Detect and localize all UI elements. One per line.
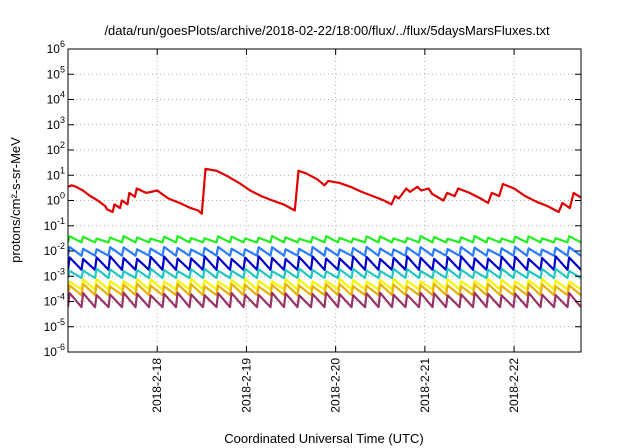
series-line-4 [68, 255, 581, 271]
series-line-2 [68, 234, 581, 244]
y-tick-label: 105 [47, 64, 65, 81]
y-tick-label: 104 [47, 90, 65, 107]
y-tick-label: 10-5 [44, 317, 65, 334]
y-axis-label: protons/cm²-s-sr-MeV [8, 137, 23, 263]
x-tick-label: 2018-2-19 [239, 358, 253, 413]
series-line-1 [68, 167, 581, 215]
x-tick-label: 2018-2-22 [507, 358, 521, 413]
y-tick-label: 10-2 [44, 241, 65, 258]
x-axis: 2018-2-18 2018-2-19 2018-2-20 2018-2-21 2018… [150, 49, 521, 413]
y-tick-label: 10-4 [44, 292, 65, 309]
series-line-3 [68, 245, 581, 257]
series-line-5 [68, 267, 581, 280]
y-tick-label: 103 [47, 115, 65, 132]
series-line-8 [68, 291, 581, 309]
x-axis-label: Coordinated Universal Time (UTC) [224, 431, 423, 446]
x-tick-label: 2018-2-20 [329, 358, 343, 413]
y-tick-label: 10-3 [44, 266, 65, 283]
y-tick-label: 10-6 [44, 342, 65, 359]
y-tick-label: 10-1 [44, 216, 65, 233]
x-tick-label: 2018-2-21 [418, 358, 432, 413]
series-line-7 [68, 282, 581, 297]
x-tick-label: 2018-2-18 [150, 358, 164, 413]
chart-title: /data/run/goesPlots/archive/2018-02-22/1… [104, 23, 550, 38]
series-layer [68, 167, 581, 309]
y-tick-label: 102 [47, 140, 65, 157]
y-axis: 10-6 10-5 10-4 10-3 10-2 10-1 100 101 102 103 104 1… [44, 39, 581, 359]
y-tick-label: 106 [47, 39, 65, 56]
y-tick-label: 101 [47, 165, 65, 182]
y-tick-label: 100 [47, 191, 65, 208]
